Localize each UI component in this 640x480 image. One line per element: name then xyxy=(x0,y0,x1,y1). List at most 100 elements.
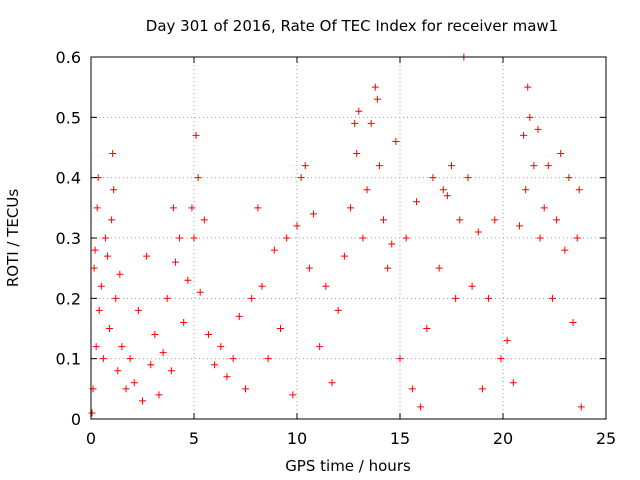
data-point xyxy=(217,343,225,351)
data-point xyxy=(328,379,336,387)
data-point xyxy=(196,288,204,296)
data-point xyxy=(169,204,177,212)
grid-layer xyxy=(91,57,606,419)
data-point xyxy=(565,174,573,182)
data-point xyxy=(248,294,256,302)
data-point xyxy=(371,83,379,91)
data-point xyxy=(167,367,175,375)
ticks-layer xyxy=(90,56,607,420)
data-point xyxy=(97,282,105,290)
x-tick-label: 25 xyxy=(596,429,616,448)
data-point xyxy=(103,252,111,260)
data-point xyxy=(194,174,202,182)
data-point xyxy=(497,355,505,363)
data-point xyxy=(110,186,118,194)
data-point xyxy=(363,186,371,194)
data-point xyxy=(452,294,460,302)
data-point xyxy=(408,385,416,393)
data-point xyxy=(485,294,493,302)
x-tick-label: 20 xyxy=(493,429,513,448)
data-point xyxy=(557,150,565,158)
data-point xyxy=(109,150,117,158)
data-point xyxy=(448,162,455,170)
data-point xyxy=(163,294,171,302)
data-point xyxy=(396,355,404,363)
data-point xyxy=(91,246,99,254)
data-point xyxy=(334,306,342,314)
y-axis-label: ROTI / TECUs xyxy=(4,189,22,287)
data-point xyxy=(171,258,179,266)
data-point xyxy=(340,252,348,260)
data-point xyxy=(347,204,355,212)
data-point xyxy=(412,198,420,206)
data-point xyxy=(242,385,249,393)
data-point xyxy=(380,216,388,224)
data-point xyxy=(569,318,577,326)
data-point xyxy=(355,107,363,115)
data-point xyxy=(561,246,569,254)
data-point xyxy=(367,119,375,127)
data-point xyxy=(188,204,196,212)
data-point xyxy=(90,264,98,272)
data-point xyxy=(283,234,291,242)
data-point xyxy=(305,264,313,272)
data-point xyxy=(301,162,309,170)
data-point xyxy=(130,379,138,387)
data-point xyxy=(204,331,212,339)
data-point xyxy=(402,234,410,242)
data-point xyxy=(577,403,585,411)
data-point xyxy=(474,228,482,236)
data-point xyxy=(524,83,532,91)
data-point xyxy=(417,403,425,411)
data-point xyxy=(468,282,476,290)
x-axis-label: GPS time / hours xyxy=(285,457,411,475)
tick-labels-layer: 0 0.1 0.2 0.3 0.4 0.5 0.6 0 5 10 15 20 25 xyxy=(56,48,617,448)
data-point xyxy=(114,367,122,375)
data-point xyxy=(373,95,381,103)
data-point xyxy=(223,373,231,381)
data-point xyxy=(439,186,447,194)
data-point xyxy=(435,264,443,272)
data-point xyxy=(122,385,130,393)
data-point xyxy=(553,216,561,224)
data-point xyxy=(235,312,243,320)
data-point xyxy=(322,282,330,290)
data-point xyxy=(190,234,198,242)
data-point xyxy=(116,270,124,278)
y-tick-label: 0 xyxy=(71,410,81,429)
data-point xyxy=(429,174,437,182)
data-point xyxy=(184,276,192,284)
data-point xyxy=(99,355,107,363)
data-point xyxy=(192,131,200,139)
data-point xyxy=(359,234,367,242)
data-point xyxy=(478,385,486,393)
data-point xyxy=(95,306,103,314)
data-point xyxy=(297,174,305,182)
y-tick-label: 0.1 xyxy=(56,350,81,369)
data-point xyxy=(351,119,359,127)
data-point xyxy=(536,234,544,242)
data-point xyxy=(293,222,301,230)
data-point xyxy=(353,150,361,158)
data-point xyxy=(515,222,523,230)
data-point xyxy=(309,210,317,218)
data-point xyxy=(143,252,151,260)
data-point xyxy=(277,325,285,332)
data-point xyxy=(316,343,324,351)
data-point xyxy=(548,294,556,302)
data-point xyxy=(159,349,167,357)
data-point xyxy=(534,125,542,133)
data-point xyxy=(384,264,392,272)
data-point xyxy=(200,216,208,224)
data-point xyxy=(126,355,134,363)
chart-title: Day 301 of 2016, Rate Of TEC Index for r… xyxy=(146,17,558,35)
plot-frame xyxy=(90,56,607,420)
data-point xyxy=(112,294,120,302)
data-point xyxy=(443,192,451,200)
data-point xyxy=(388,240,396,248)
data-point xyxy=(375,162,383,170)
x-tick-label: 0 xyxy=(86,429,96,448)
data-point xyxy=(544,162,552,170)
y-tick-label: 0.6 xyxy=(56,48,81,67)
